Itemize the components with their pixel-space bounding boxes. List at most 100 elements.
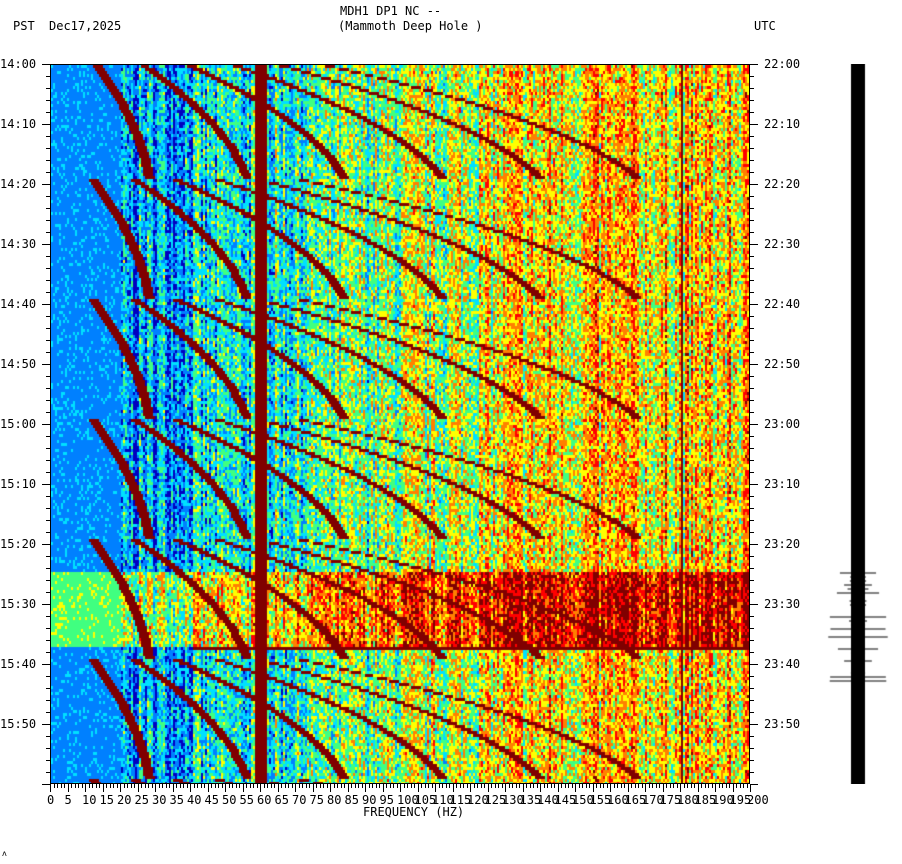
x-tick (729, 784, 730, 788)
y-tick-right (750, 784, 758, 785)
x-tick-label: 15 (99, 793, 114, 807)
x-tick (340, 784, 342, 788)
x-tick (522, 784, 524, 792)
x-tick-label: 95 (379, 793, 394, 807)
y-tick-left (42, 484, 50, 485)
x-tick (676, 784, 678, 788)
x-tick (228, 784, 230, 788)
x-tick (421, 784, 422, 788)
x-tick (78, 784, 79, 788)
y-tick-left (46, 352, 50, 353)
x-tick (179, 784, 181, 788)
x-tick (281, 784, 282, 788)
y-tick-left (46, 496, 50, 497)
x-tick (557, 784, 559, 792)
x-tick (596, 784, 597, 788)
x-tick (746, 784, 748, 788)
spectrogram-heatmap (51, 65, 749, 783)
y-tick-right (750, 748, 754, 749)
y-tick-right (750, 76, 754, 77)
y-tick-right (750, 328, 754, 329)
y-tick-right (750, 496, 754, 497)
y-tick-right (750, 580, 754, 581)
x-tick-label: 85 (344, 793, 359, 807)
x-tick (547, 784, 548, 788)
x-tick (680, 784, 681, 792)
x-tick (634, 784, 636, 788)
x-tick (571, 784, 573, 788)
x-tick (438, 784, 440, 788)
y-tick-left (42, 724, 50, 725)
x-tick (375, 784, 377, 788)
x-tick (620, 784, 622, 788)
x-tick (690, 784, 692, 788)
y-tick-right (750, 64, 758, 65)
x-tick (694, 784, 695, 788)
x-tick (610, 784, 611, 792)
y-tick-left (46, 400, 50, 401)
y-tick-left (42, 124, 50, 125)
y-tick-label-left: 14:00 (0, 57, 37, 71)
x-tick (221, 784, 223, 788)
x-tick-label: 200 (747, 793, 769, 807)
y-tick-label-left: 15:10 (0, 477, 37, 491)
y-tick-right (750, 112, 754, 113)
x-tick (715, 784, 716, 792)
x-tick (568, 784, 569, 788)
x-tick (683, 784, 685, 788)
x-tick (603, 784, 604, 788)
y-tick-left (46, 388, 50, 389)
y-tick-left (46, 760, 50, 761)
x-tick-label: 110 (432, 793, 454, 807)
x-tick (120, 784, 121, 792)
x-tick-label: 0 (47, 793, 55, 807)
x-tick-label: 30 (152, 793, 167, 807)
x-tick (655, 784, 657, 788)
y-tick-left (46, 448, 50, 449)
x-tick (718, 784, 720, 788)
y-tick-right (750, 508, 754, 509)
x-tick (379, 784, 380, 788)
x-tick-label: 65 (274, 793, 289, 807)
y-tick-right (750, 676, 754, 677)
x-tick (445, 784, 447, 788)
x-tick (113, 784, 114, 788)
x-tick (477, 784, 478, 788)
x-tick (515, 784, 517, 788)
x-tick (414, 784, 415, 788)
x-tick (323, 784, 324, 788)
x-tick (88, 784, 90, 788)
x-tick-label: 70 (292, 793, 307, 807)
x-tick (669, 784, 671, 788)
x-tick-label: 45 (204, 793, 219, 807)
x-tick (592, 784, 594, 792)
y-tick-right (750, 604, 758, 605)
x-tick-label: 80 (327, 793, 342, 807)
x-tick (561, 784, 562, 788)
x-tick (389, 784, 391, 788)
x-tick (428, 784, 429, 788)
x-tick (106, 784, 107, 788)
x-tick-label: 160 (607, 793, 629, 807)
y-tick-right (750, 352, 754, 353)
y-tick-left (46, 316, 50, 317)
x-tick (172, 784, 174, 792)
y-tick-label-left: 14:50 (0, 357, 37, 371)
x-tick-label: 120 (467, 793, 489, 807)
x-tick (519, 784, 520, 788)
x-tick (487, 784, 489, 792)
y-tick-right (750, 772, 754, 773)
x-tick (501, 784, 503, 788)
y-tick-left (46, 688, 50, 689)
x-tick (109, 784, 111, 788)
x-tick (274, 784, 275, 788)
x-tick (169, 784, 170, 788)
x-tick (463, 784, 464, 788)
x-tick (585, 784, 587, 788)
y-tick-right (750, 268, 754, 269)
x-tick (186, 784, 188, 788)
y-tick-left (46, 100, 50, 101)
x-tick (645, 784, 646, 792)
y-tick-label-left: 14:30 (0, 237, 37, 251)
x-tick-label: 175 (659, 793, 682, 807)
